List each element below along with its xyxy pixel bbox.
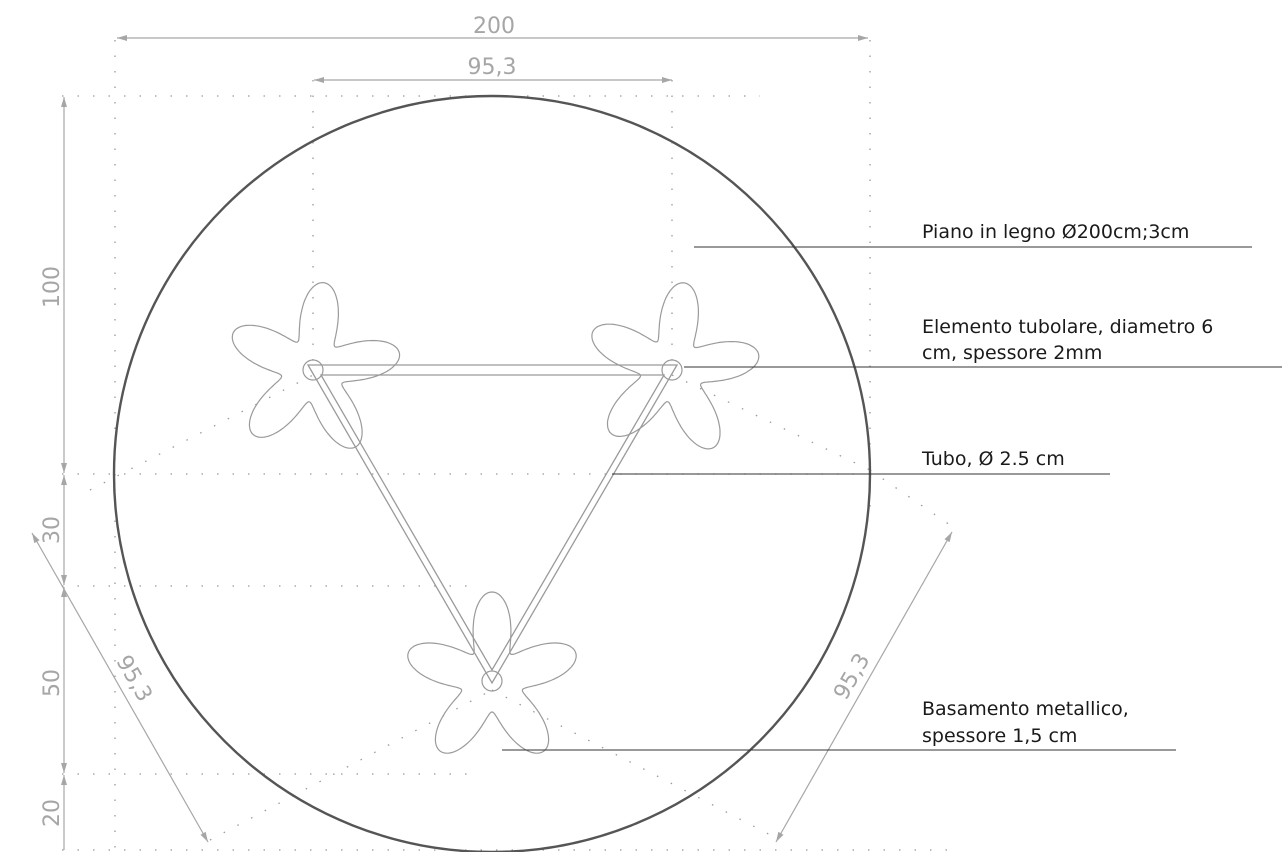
dim-95-3-left: 95,3 [111, 651, 157, 706]
label-elemento-2: cm, spessore 2mm [922, 342, 1102, 364]
dimension-lines [31, 35, 953, 850]
dim-line-95-3-right [775, 531, 953, 843]
flower-base-2 [591, 282, 760, 450]
label-basamento-2: spessore 1,5 cm [922, 725, 1077, 747]
dim-200: 200 [473, 14, 515, 39]
construction-lines [62, 40, 960, 851]
dim-20: 20 [40, 799, 65, 827]
label-tubo: Tubo, Ø 2.5 cm [921, 448, 1065, 470]
label-basamento-1: Basamento metallico, [922, 698, 1129, 720]
flower-base-3 [407, 591, 577, 754]
tube-frame [306, 364, 679, 685]
leader-lines [502, 246, 1282, 751]
flower-base-1 [231, 281, 401, 449]
dim-line-95-3-left [31, 532, 209, 843]
dim-100: 100 [40, 266, 65, 308]
tubular-elements [302, 359, 683, 692]
dim-95-3-top: 95,3 [468, 55, 517, 80]
dim-50: 50 [40, 669, 65, 697]
label-piano: Piano in legno Ø200cm;3cm [922, 221, 1189, 243]
metal-bases [231, 281, 760, 754]
label-elemento-1: Elemento tubolare, diametro 6 [922, 316, 1213, 338]
dim-95-3-right: 95,3 [829, 649, 875, 704]
dim-30: 30 [40, 516, 65, 544]
